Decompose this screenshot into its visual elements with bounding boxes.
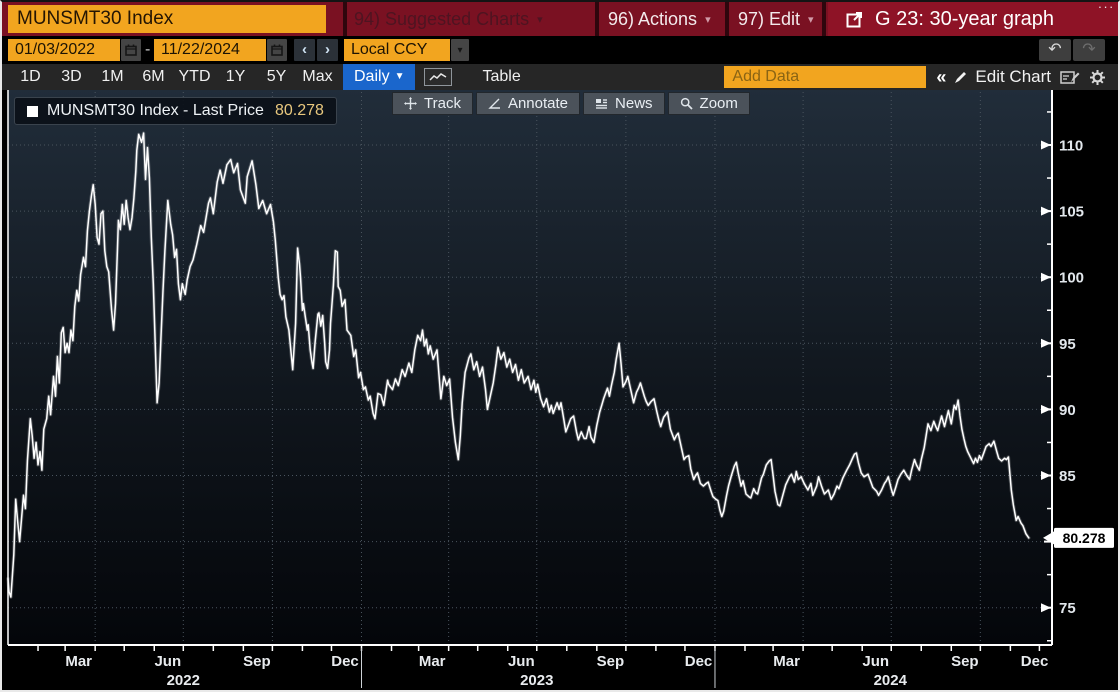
svg-text:95: 95	[1059, 336, 1076, 353]
period-1m-button[interactable]: 1M	[101, 68, 124, 85]
y-axis: 75 85 90 95 100 105 110	[1041, 111, 1084, 642]
chevron-down-icon: ▾	[808, 14, 814, 26]
chart-edit-icon	[1060, 70, 1080, 85]
date-range-bar: 01/03/2022 - 11/22/2024 ‹ › Local CCY ▾ …	[2, 38, 1118, 62]
angle-icon	[488, 98, 501, 110]
chevron-down-icon: ▾	[537, 14, 543, 26]
series-legend[interactable]: MUNSMT30 Index - Last Price 80.278	[14, 97, 337, 125]
frequency-select[interactable]: Daily ▼	[343, 64, 416, 90]
chart-type-button[interactable]	[424, 68, 453, 86]
shift-range-forward-button[interactable]: ›	[317, 39, 338, 61]
svg-text:Mar: Mar	[65, 653, 92, 670]
menu-divider	[595, 2, 599, 36]
period-max-button[interactable]: Max	[302, 68, 333, 85]
period-5y-button[interactable]: 5Y	[266, 68, 287, 85]
calendar-icon	[271, 44, 283, 56]
zoom-button[interactable]: Zoom	[667, 92, 750, 115]
gear-icon	[1089, 69, 1106, 86]
chart-tools-bar: Track Annotate News Zoom	[392, 92, 750, 115]
series-swatch	[27, 105, 38, 117]
period-ytd-button[interactable]: YTD	[178, 68, 211, 85]
gridlines	[8, 88, 1052, 645]
menu-divider	[822, 2, 826, 36]
chevron-down-icon: ▾	[457, 44, 463, 56]
menu-actions[interactable]: 96) Actions ▾	[608, 9, 711, 29]
menu-divider	[725, 2, 729, 36]
currency-select[interactable]: Local CCY	[344, 39, 450, 61]
svg-text:Dec: Dec	[331, 653, 359, 670]
chart-toolbar: 1D 3D 1M 6M YTD 1Y 5Y Max Daily▼ Table «…	[2, 64, 1118, 90]
svg-text:Jun: Jun	[862, 653, 889, 670]
svg-text:2024: 2024	[874, 672, 908, 689]
chevron-down-icon: ▾	[705, 14, 711, 26]
news-lines-icon	[595, 98, 608, 110]
svg-text:90: 90	[1059, 402, 1076, 419]
svg-text:2022: 2022	[167, 672, 200, 689]
redo-arrow-icon: ↷	[1082, 41, 1096, 58]
collapse-panel-button[interactable]: «	[936, 66, 947, 87]
svg-text:Sep: Sep	[243, 653, 271, 670]
svg-text:2023: 2023	[520, 672, 553, 689]
period-6m-button[interactable]: 6M	[142, 68, 165, 85]
news-button[interactable]: News	[583, 92, 665, 115]
svg-text:110: 110	[1059, 138, 1083, 155]
svg-text:75: 75	[1059, 600, 1076, 617]
svg-text:Mar: Mar	[419, 653, 446, 670]
svg-text:Mar: Mar	[773, 653, 800, 670]
command-bar: MUNSMT30 Index 94) Suggested Charts ▾ 96)…	[2, 0, 1118, 36]
line-chart-icon	[429, 72, 447, 82]
settings-gear-button[interactable]	[1089, 69, 1106, 86]
pencil-icon	[954, 70, 968, 84]
annotate-button[interactable]: Annotate	[475, 92, 581, 115]
period-3d-button[interactable]: 3D	[61, 68, 82, 85]
series-last-price: 80.278	[274, 102, 324, 119]
svg-text:100: 100	[1059, 270, 1084, 287]
svg-text:Dec: Dec	[685, 653, 713, 670]
shift-range-back-button[interactable]: ‹	[294, 39, 315, 61]
redo-button[interactable]: ↷	[1073, 39, 1105, 61]
series-label: MUNSMT30 Index - Last Price	[47, 102, 264, 119]
svg-text:80.278: 80.278	[1063, 530, 1106, 546]
edit-chart-button[interactable]: Edit Chart	[954, 67, 1051, 87]
track-button[interactable]: Track	[392, 92, 473, 115]
menu-suggested-charts[interactable]: 94) Suggested Charts ▾	[354, 9, 543, 29]
undo-button[interactable]: ↶	[1039, 39, 1071, 61]
open-external-icon	[846, 11, 863, 28]
window-overflow-dots: ...	[1098, 0, 1115, 11]
svg-text:Sep: Sep	[951, 653, 979, 670]
svg-text:85: 85	[1059, 468, 1076, 485]
svg-text:Sep: Sep	[597, 653, 625, 670]
svg-text:Jun: Jun	[154, 653, 181, 670]
svg-text:Dec: Dec	[1021, 653, 1049, 670]
magnifier-icon	[680, 97, 693, 110]
chart-settings-button[interactable]	[1060, 70, 1080, 85]
period-1y-button[interactable]: 1Y	[225, 68, 246, 85]
date-range-dash: -	[145, 41, 151, 58]
period-1d-button[interactable]: 1D	[20, 68, 41, 85]
table-view-button[interactable]: Table	[482, 68, 521, 85]
end-date-field[interactable]: 11/22/2024	[154, 39, 266, 61]
add-data-input[interactable]	[724, 66, 927, 88]
start-date-calendar-button[interactable]	[121, 39, 141, 61]
start-date-field[interactable]: 01/03/2022	[8, 39, 120, 61]
launchpad-view-button[interactable]: G 23: 30-year graph	[828, 2, 1118, 36]
menu-divider	[343, 2, 347, 36]
security-ticker-input[interactable]: MUNSMT30 Index	[8, 5, 326, 33]
move-cross-icon	[404, 97, 417, 110]
axes	[7, 88, 1053, 646]
calendar-icon	[125, 44, 137, 56]
svg-text:105: 105	[1059, 204, 1084, 221]
end-date-calendar-button[interactable]	[267, 39, 287, 61]
currency-dropdown-button[interactable]: ▾	[451, 39, 469, 61]
menu-edit[interactable]: 97) Edit ▾	[738, 9, 814, 29]
x-axis: Mar Jun Sep Dec Mar Jun Sep Dec Mar Jun Sep Dec 2022…	[37, 645, 1049, 689]
last-price-tag: 80.278	[1043, 527, 1114, 548]
price-line-series	[6, 131, 1031, 599]
chevron-down-icon: ▼	[394, 71, 405, 82]
undo-arrow-icon: ↶	[1048, 41, 1062, 58]
svg-text:Jun: Jun	[508, 653, 535, 670]
